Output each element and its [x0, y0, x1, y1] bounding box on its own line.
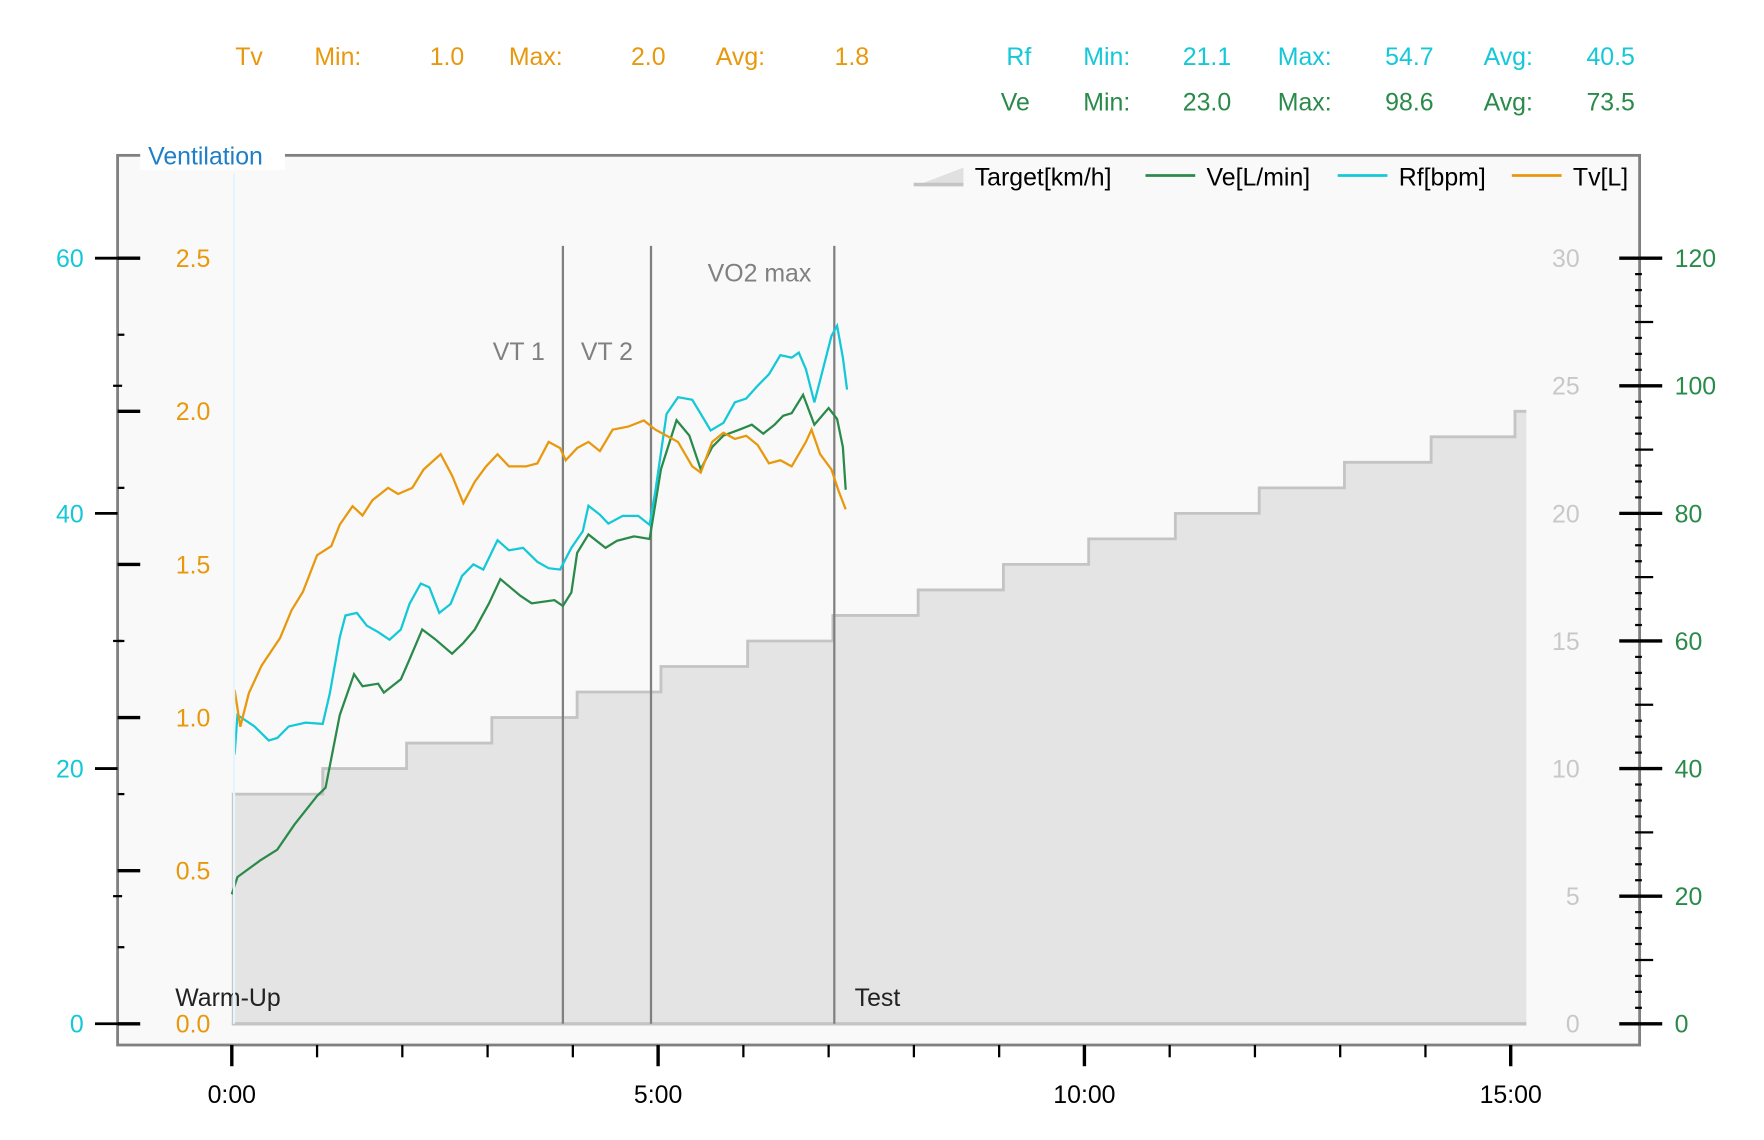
phase-label-warm-up: Warm-Up — [175, 985, 280, 1012]
target-step-line — [231, 409, 1527, 1026]
title-background — [140, 140, 285, 170]
markers: VT 1 VT 2 VO2 max Warm-Up Test — [175, 245, 901, 1024]
ve-min-label: Min: — [1083, 90, 1130, 117]
tv-tick-label: 1.0 — [176, 706, 211, 733]
ve-tick-label: 100 — [1675, 374, 1716, 401]
stats-ve: Ve Min: 23.0 Max: 98.6 Avg: 73.5 — [1001, 90, 1635, 117]
ve-avg-value: 73.5 — [1586, 90, 1634, 117]
ve-min-value: 23.0 — [1183, 90, 1231, 117]
ve-label: Ve — [1001, 90, 1030, 117]
stats-tv: Tv Min: 1.0 Max: 2.0 Avg: 1.8 — [235, 44, 869, 71]
target-tick-label: 5 — [1566, 884, 1580, 911]
target-area-fill — [231, 411, 1527, 1024]
target-tick-label: 10 — [1552, 757, 1580, 784]
target-tick-label: 25 — [1552, 374, 1580, 401]
ve-series-line — [230, 392, 847, 895]
legend-ve-label: Ve[L/min] — [1207, 165, 1311, 192]
legend-tv-label: Tv[L] — [1573, 165, 1628, 192]
tv-tick-label: 2.5 — [176, 246, 211, 273]
legend-item-ve[interactable]: Ve[L/min] — [1145, 165, 1310, 192]
marker-label: VT 2 — [581, 339, 633, 366]
rf-series-line — [233, 322, 849, 755]
rf-label: Rf — [1006, 44, 1031, 71]
ve-max-value: 98.6 — [1385, 90, 1433, 117]
rf-avg-label: Avg: — [1484, 44, 1533, 71]
legend-target-swatch — [913, 167, 964, 187]
marker-label: VO2 max — [708, 261, 812, 288]
phase-label-test: Test — [855, 985, 901, 1012]
tv-tick-label: 0.5 — [176, 859, 211, 886]
target-area — [231, 409, 1527, 1026]
tv-min-label: Min: — [314, 44, 361, 71]
legend-item-tv[interactable]: Tv[L] — [1511, 165, 1628, 192]
ve-tick-label: 60 — [1675, 629, 1703, 656]
ve-tick-label: 40 — [1675, 757, 1703, 784]
ve-tick-label: 20 — [1675, 884, 1703, 911]
legend-rf-label: Rf[bpm] — [1399, 165, 1486, 192]
tv-tick-label: 1.5 — [176, 552, 211, 579]
x-tick-label: 10:00 — [1053, 1082, 1115, 1109]
rf-tick-label: 60 — [56, 246, 84, 273]
target-tick-label: 15 — [1552, 629, 1580, 656]
tv-avg-value: 1.8 — [835, 44, 870, 71]
series — [230, 173, 849, 1024]
rf-avg-value: 40.5 — [1586, 44, 1634, 71]
ve-tick-label: 0 — [1675, 1012, 1689, 1039]
tv-tick-label: 0.0 — [176, 1012, 211, 1039]
legend-item-rf[interactable]: Rf[bpm] — [1337, 165, 1486, 192]
ve-tick-label: 120 — [1675, 246, 1716, 273]
tv-max-value: 2.0 — [631, 44, 666, 71]
x-tick-label: 0:00 — [208, 1082, 256, 1109]
target-tick-label: 30 — [1552, 246, 1580, 273]
chart-title: Ventilation — [148, 143, 263, 170]
marker-label: VT 1 — [493, 339, 545, 366]
rf-tick-label: 20 — [56, 757, 84, 784]
stats-rf: Rf Min: 21.1 Max: 54.7 Avg: 40.5 — [1006, 44, 1634, 71]
ve-avg-label: Avg: — [1484, 90, 1533, 117]
tv-tick-label: 2.0 — [176, 399, 211, 426]
tv-series-line — [233, 419, 847, 727]
rf-max-label: Max: — [1278, 44, 1332, 71]
tv-min-value: 1.0 — [430, 44, 465, 71]
tv-max-label: Max: — [509, 44, 563, 71]
ve-tick-label: 80 — [1675, 501, 1703, 528]
target-tick-label: 20 — [1552, 501, 1580, 528]
rf-tick-label: 40 — [56, 501, 84, 528]
x-tick-label: 5:00 — [634, 1082, 682, 1109]
legend-target-label: Target[km/h] — [975, 165, 1112, 192]
ve-max-label: Max: — [1278, 90, 1332, 117]
rf-max-value: 54.7 — [1385, 44, 1433, 71]
rf-tick-label: 0 — [70, 1012, 84, 1039]
tv-label: Tv — [235, 44, 263, 71]
rf-min-label: Min: — [1083, 44, 1130, 71]
tv-avg-label: Avg: — [716, 44, 765, 71]
x-tick-label: 15:00 — [1480, 1082, 1542, 1109]
legend-item-target[interactable]: Target[km/h] — [913, 165, 1112, 192]
legend[interactable]: Target[km/h] Ve[L/min] Rf[bpm] Tv[L] — [913, 165, 1629, 192]
target-tick-label: 0 — [1566, 1012, 1580, 1039]
axes: 0:00 5:00 10:00 15:00 0 20 40 60 0.0 0.5 1.0 1.5 2.0… — [56, 246, 1716, 1109]
rf-min-value: 21.1 — [1183, 44, 1231, 71]
